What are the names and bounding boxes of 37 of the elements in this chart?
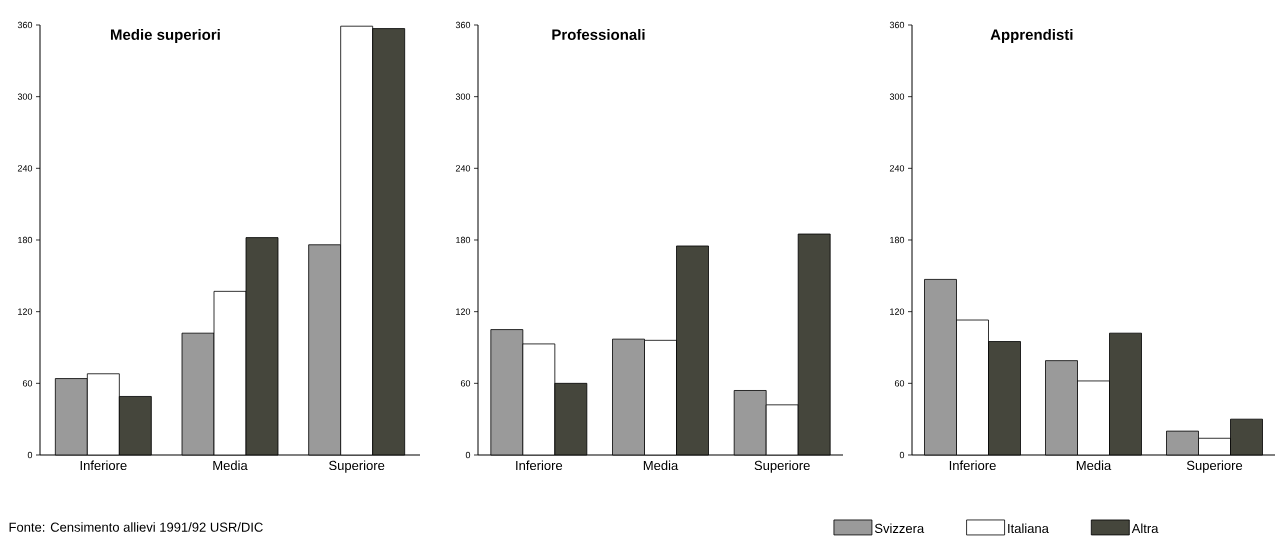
y-tick-label: 360 bbox=[17, 21, 33, 29]
x-tick-label: Superiore bbox=[1186, 460, 1243, 473]
chart-title: Professionali bbox=[552, 28, 645, 40]
x-tick-label: Superiore bbox=[754, 460, 810, 473]
legend-label: Italiana bbox=[1008, 523, 1049, 534]
chart-title: Medie superiori bbox=[110, 28, 220, 43]
y-tick-label: 60 bbox=[460, 380, 471, 387]
y-tick-label: 0 bbox=[465, 451, 471, 459]
x-tick-label: Media bbox=[1076, 460, 1112, 471]
y-tick-label: 120 bbox=[890, 308, 905, 315]
y-tick-label: 180 bbox=[456, 236, 471, 244]
x-tick-label: Inferiore bbox=[516, 460, 563, 471]
chart-title: Apprendisti bbox=[990, 28, 1073, 43]
y-tick-label: 240 bbox=[455, 165, 471, 172]
y-tick-label: 360 bbox=[889, 21, 905, 29]
legend-label: Svizzera bbox=[874, 523, 925, 534]
y-tick-label: 60 bbox=[22, 380, 33, 387]
legend-label: Altra bbox=[1131, 523, 1159, 534]
x-tick-label: Media bbox=[643, 460, 679, 471]
y-tick-label: 300 bbox=[17, 93, 33, 100]
y-tick-label: 180 bbox=[18, 236, 33, 244]
x-tick-label: Media bbox=[213, 460, 248, 471]
y-tick-label: 60 bbox=[894, 380, 905, 387]
y-tick-label: 0 bbox=[899, 451, 905, 459]
x-tick-label: Inferiore bbox=[80, 460, 127, 471]
y-tick-label: 0 bbox=[27, 451, 33, 459]
y-tick-label: 300 bbox=[889, 93, 905, 100]
y-tick-label: 240 bbox=[889, 165, 905, 172]
y-tick-label: 180 bbox=[890, 236, 905, 244]
y-tick-label: 120 bbox=[18, 308, 33, 315]
x-tick-label: Inferiore bbox=[949, 460, 996, 471]
y-tick-label: 360 bbox=[455, 21, 471, 29]
y-tick-label: 120 bbox=[456, 308, 471, 315]
x-tick-label: Superiore bbox=[329, 460, 385, 473]
y-tick-label: 300 bbox=[455, 93, 471, 100]
y-tick-label: 240 bbox=[17, 165, 33, 172]
source-note: Fonte: Censimento allievi 1991/92 USR/DIC bbox=[9, 522, 263, 532]
